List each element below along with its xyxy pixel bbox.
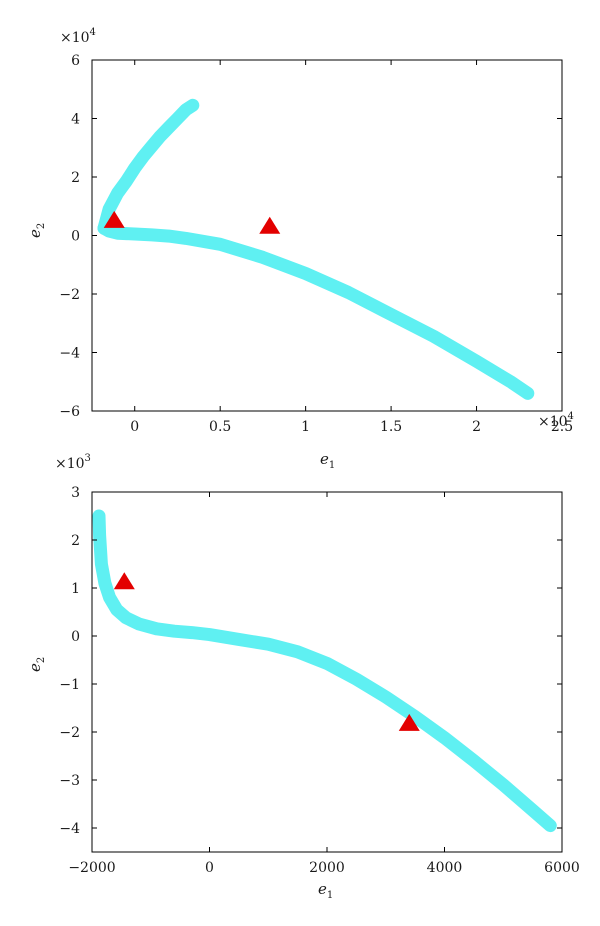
top-y-tick-label: −4 (59, 346, 80, 362)
top-y-exponent-label: ×104 (60, 27, 96, 46)
bottom-x-tick-label: −2000 (68, 860, 115, 876)
bottom-y-tick-label: 1 (71, 581, 80, 597)
bottom-y-tick-label: 0 (71, 629, 80, 645)
bottom-y-axis-label: e2 (26, 657, 47, 672)
top-x-tick-label: 2 (472, 419, 481, 435)
bottom-y-tick-label: −4 (59, 821, 80, 837)
bottom-data-layer (92, 509, 557, 833)
top-curve-branch-2 (97, 221, 535, 400)
bottom-triangle-marker-1 (113, 572, 135, 590)
top-triangle-marker-1 (103, 210, 125, 228)
bottom-x-tick-label: 6000 (544, 860, 580, 876)
top-y-tick-label: −6 (59, 404, 80, 420)
top-y-tick-label: 4 (71, 112, 80, 128)
top-x-tick-label: 1 (301, 419, 310, 435)
top-y-tick-label: 6 (71, 53, 80, 69)
top-x-tick-label: 2.5 (551, 419, 573, 435)
bottom-y-tick-label: −3 (59, 773, 80, 789)
bottom-x-tick-label: 4000 (427, 860, 463, 876)
top-y-axis-label: e2 (26, 223, 47, 238)
bottom-y-exponent-label: ×103 (55, 453, 91, 472)
bottom-plot-frame (91, 491, 563, 853)
top-x-tick-label: 0 (130, 419, 139, 435)
bottom-y-tick-label: −2 (59, 725, 80, 741)
top-x-axis-label: e1 (320, 450, 335, 471)
top-x-tick-label: 0.5 (209, 419, 231, 435)
bottom-y-tick-label: 3 (71, 485, 80, 501)
top-y-tick-label: −2 (59, 287, 80, 303)
top-curve-branch-1 (97, 98, 200, 235)
bottom-x-tick-label: 0 (205, 860, 214, 876)
top-data-layer (97, 98, 535, 400)
bottom-x-tick-label: 2000 (309, 860, 345, 876)
bottom-panel: ×103 e1 e2 −2000 0 2000 4000 6000 −4 −3 −2 −1 0 1 2… (26, 453, 580, 901)
top-x-exponent-label: ×104 (538, 411, 574, 430)
bottom-triangle-marker-2 (398, 713, 420, 731)
bottom-x-axis-label: e1 (318, 880, 333, 901)
top-triangle-marker-2 (259, 216, 281, 234)
bottom-curve-branch-1 (92, 509, 557, 833)
bottom-y-tick-label: 2 (71, 533, 80, 549)
top-x-tick-label: 1.5 (380, 419, 402, 435)
top-y-tick-label: 0 (71, 229, 80, 245)
bottom-y-tick-label: −1 (59, 677, 80, 693)
top-y-tick-label: 2 (71, 170, 80, 186)
top-panel: ×104 ×104 e1 e2 0 0.5 1 1.5 2 2.5 −6 −4 −2 0 2 4 6 (26, 27, 574, 471)
